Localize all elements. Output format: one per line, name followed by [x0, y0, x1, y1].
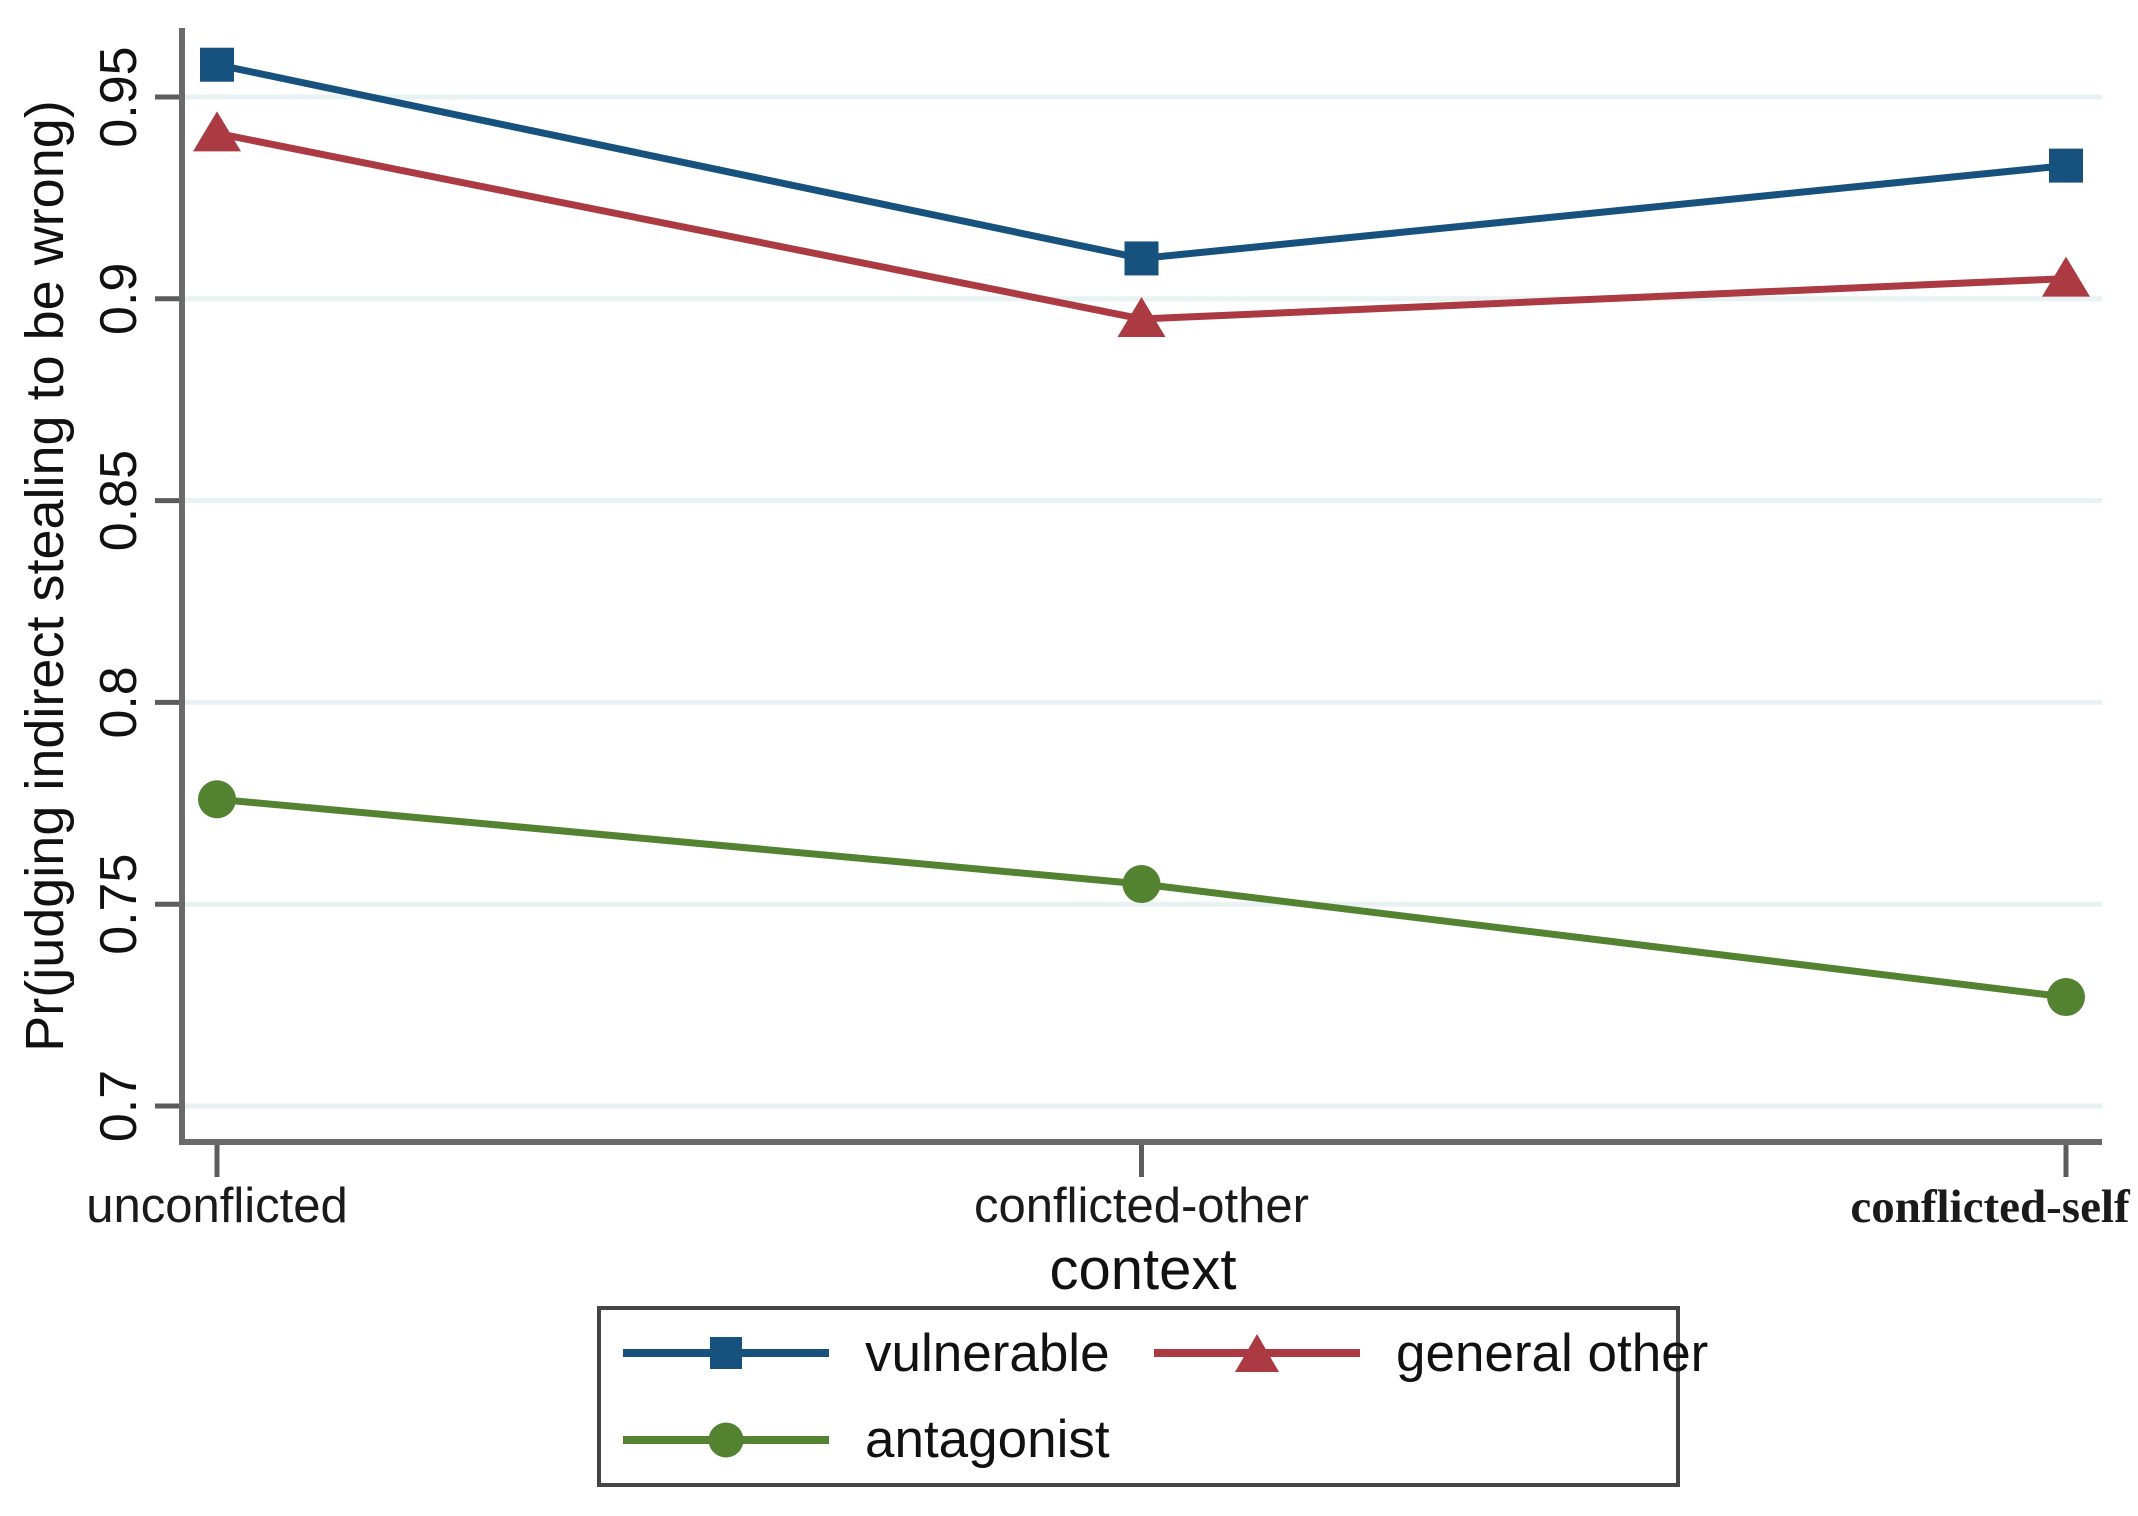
y-tick-label: 0.7: [90, 1070, 148, 1142]
data-point-square: [1124, 241, 1159, 276]
data-point-triangle: [193, 111, 241, 152]
y-axis-title: Pr(judging indirect stealing to be wrong…: [15, 100, 75, 1052]
data-point-circle: [198, 780, 236, 819]
series-line-square: [216, 61, 2067, 262]
legend-label-antagonist: antagonist: [865, 1410, 1110, 1470]
data-point-triangle: [1117, 296, 1166, 337]
y-tick-label: 0.85: [90, 450, 148, 551]
data-point-circle: [2047, 978, 2085, 1017]
legend-item-vulnerable: vulnerable: [601, 1313, 1154, 1393]
y-tick-label: 0.9: [90, 263, 148, 335]
legend-label-vulnerable: vulnerable: [865, 1323, 1110, 1383]
circle-marker-icon: [708, 1422, 744, 1458]
series-line-triangle: [216, 129, 2067, 323]
data-point-circle: [1122, 865, 1161, 904]
legend-item-general-other: general other: [1154, 1313, 1708, 1393]
x-category-label: conflicted-other: [974, 1179, 1309, 1233]
legend-item-antagonist: antagonist: [601, 1400, 1154, 1480]
x-category-label: conflicted-self: [1850, 1181, 2131, 1233]
legend-label-general-other: general other: [1396, 1323, 1709, 1383]
data-point-square: [2049, 148, 2083, 183]
x-category-label: unconflicted: [86, 1179, 348, 1233]
legend: vulnerable general other antagonist: [597, 1306, 1708, 1487]
triangle-marker-icon: [1235, 1334, 1279, 1373]
square-marker-icon: [710, 1337, 742, 1370]
legend-swatch: [623, 1420, 829, 1460]
legend-swatch: [1154, 1333, 1360, 1373]
legend-swatch: [623, 1333, 829, 1373]
y-tick-label: 0.75: [90, 854, 148, 955]
x-axis-title: context: [1049, 1237, 1237, 1302]
data-point-square: [200, 47, 234, 82]
y-tick-label: 0.8: [90, 666, 148, 738]
y-tick-label: 0.95: [90, 46, 148, 147]
data-point-triangle: [2042, 256, 2090, 297]
